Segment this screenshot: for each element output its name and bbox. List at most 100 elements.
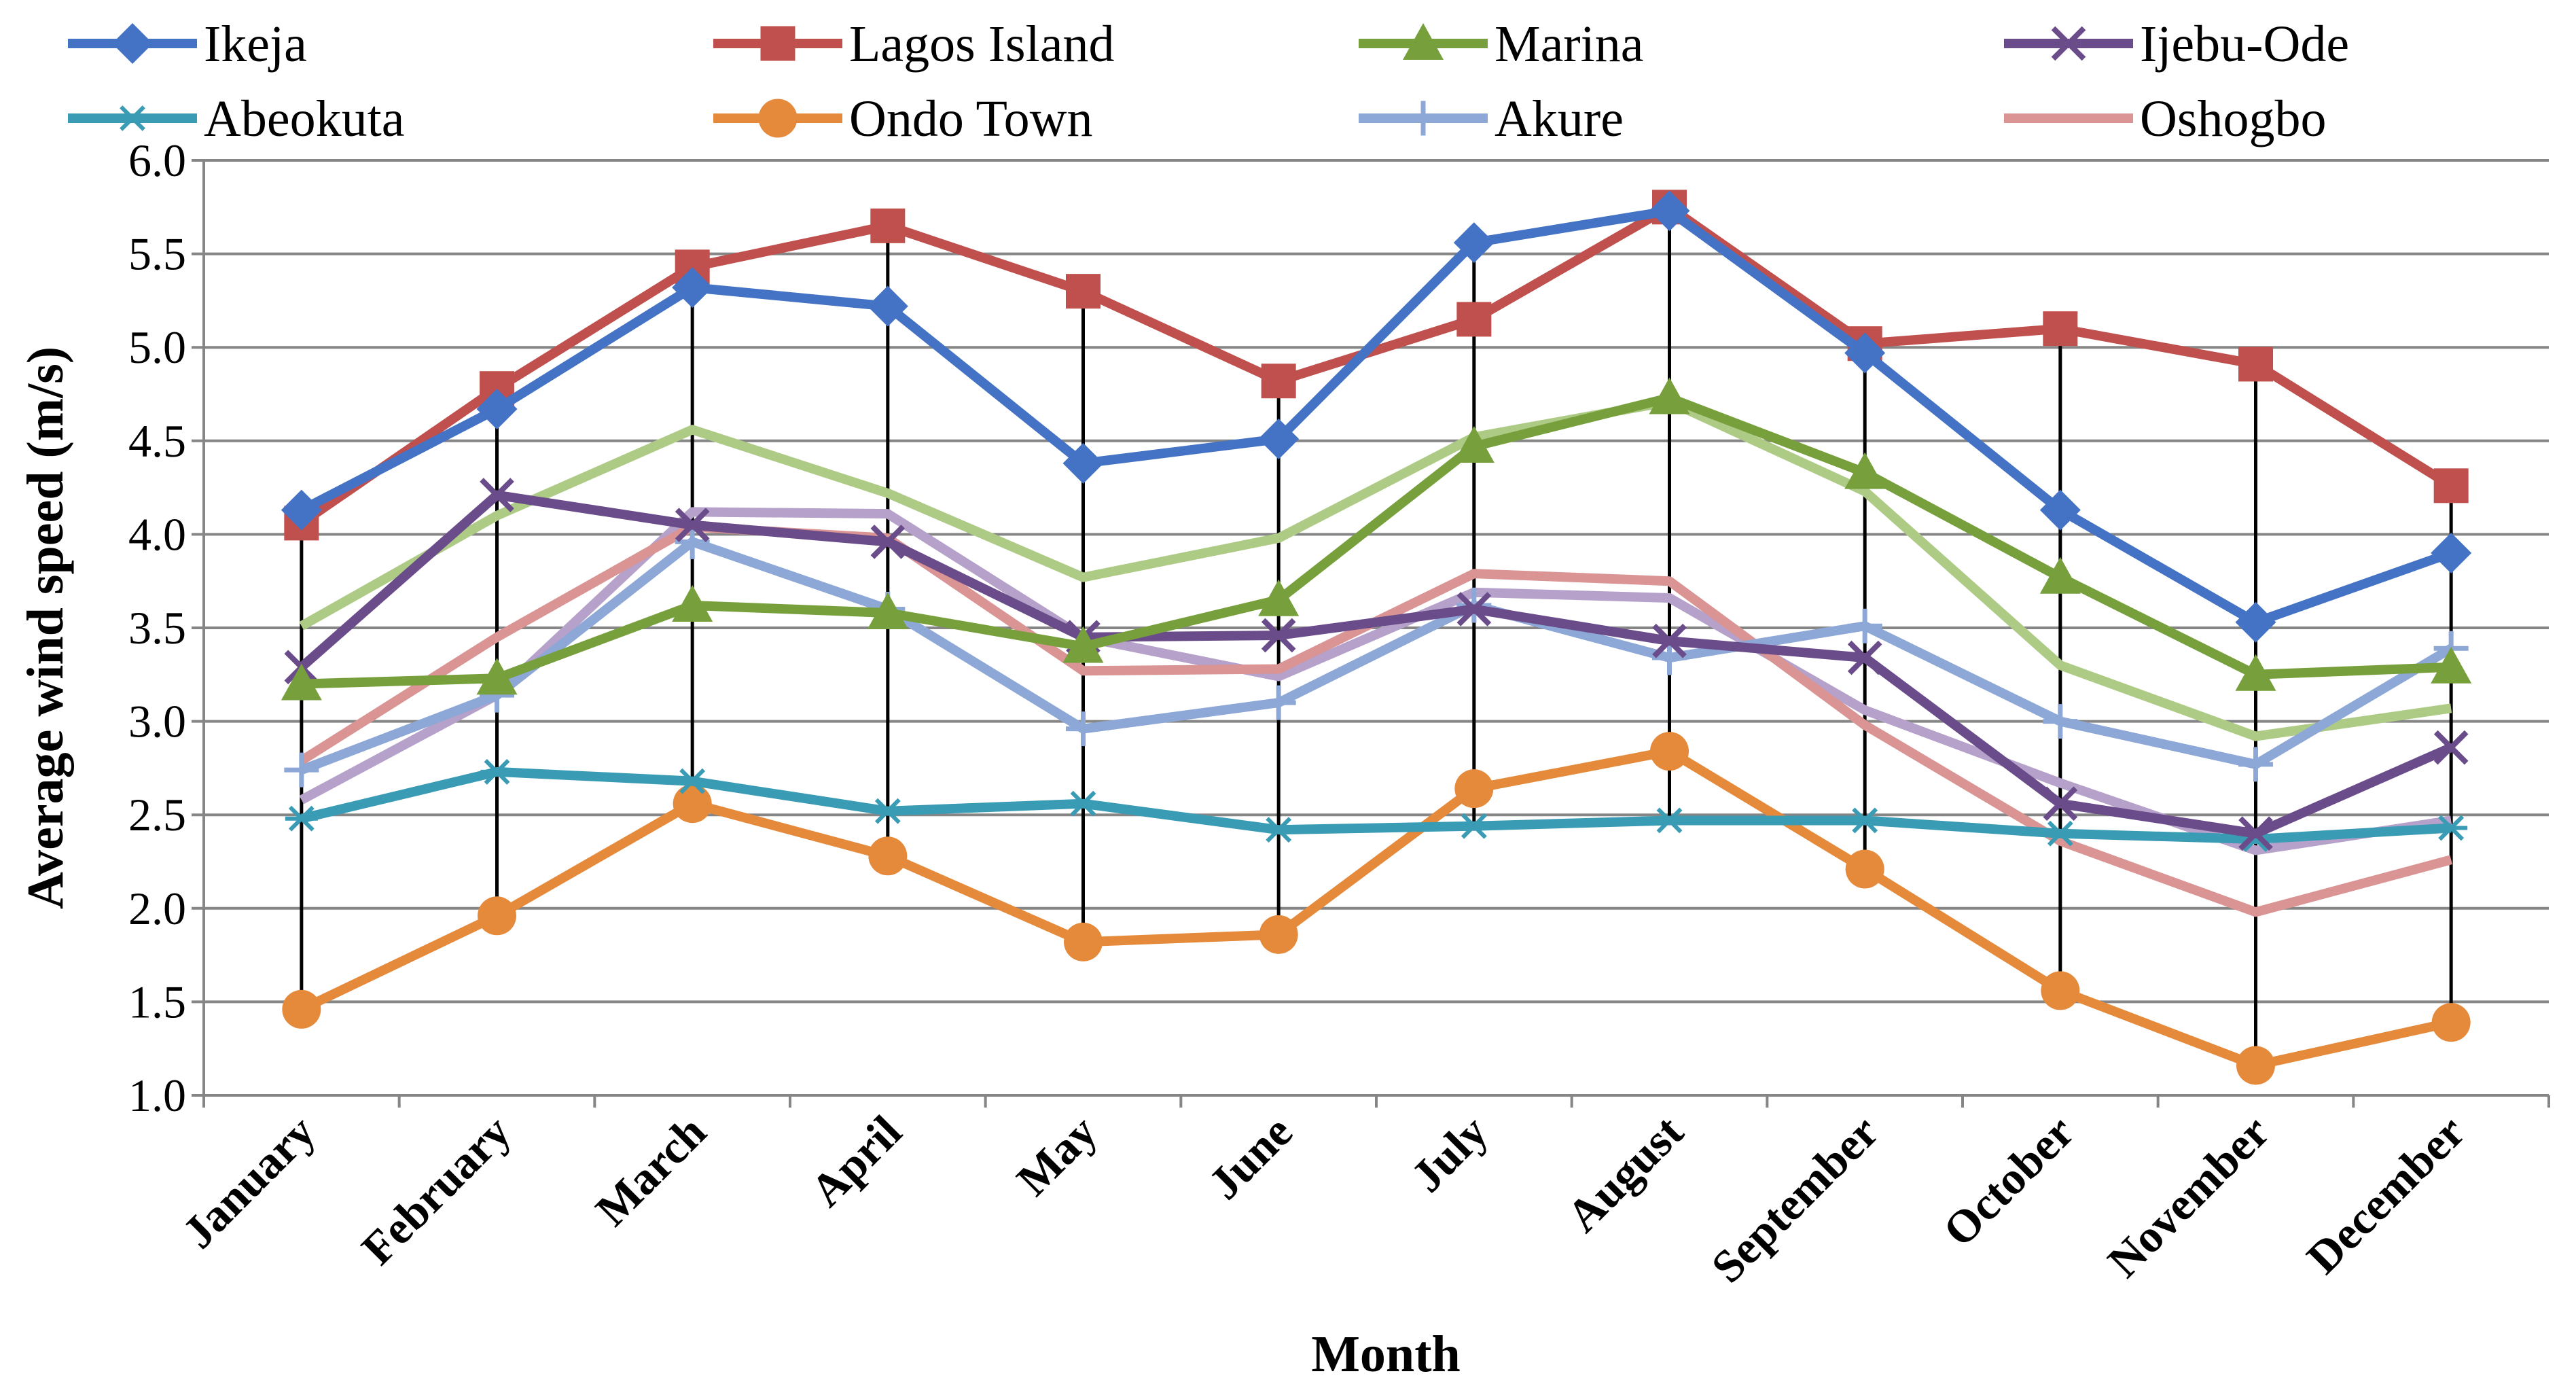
x-tick-labels: January February March April May June July Augu… (173, 1106, 2475, 1293)
data-point (1066, 274, 1101, 309)
data-point (2238, 816, 2273, 851)
data-point (1649, 190, 1690, 232)
data-point (1845, 849, 1884, 889)
data-point (281, 489, 322, 531)
series-group (281, 190, 2472, 643)
data-point (2039, 489, 2081, 531)
legend-item: Oshogbo (2004, 90, 2326, 147)
x-tick-label: August (1556, 1106, 1693, 1242)
data-point (673, 784, 712, 824)
data-point (2043, 820, 2077, 847)
data-point (476, 389, 518, 430)
series-group (299, 397, 2452, 741)
series-line (299, 522, 2452, 917)
series-lines (281, 190, 2472, 1085)
data-point (2235, 654, 2276, 691)
data-point (1454, 769, 1494, 809)
data-point (1650, 732, 1689, 771)
x-tick-label: February (351, 1106, 520, 1275)
data-point (758, 99, 798, 138)
legend-label: Oshogbo (2140, 90, 2326, 147)
series-group (281, 377, 2472, 701)
data-point (1064, 922, 1103, 961)
data-point (1062, 626, 1104, 663)
legend-label: Abeokuta (204, 90, 404, 147)
x-tick-label: November (2098, 1106, 2279, 1287)
data-point (2041, 971, 2080, 1010)
data-point (1847, 608, 1882, 643)
data-point (2431, 1003, 2471, 1042)
y-tick-label: 5.5 (128, 228, 186, 280)
data-point (760, 26, 795, 61)
y-tick-labels: 1.0 1.5 2.0 2.5 3.0 3.5 4.0 4.5 5.0 5.5 6.0 (128, 135, 186, 1121)
data-point (2235, 601, 2276, 643)
legend-label: Marina (1495, 16, 1643, 73)
series-line (298, 202, 2454, 527)
y-tick-label: 3.0 (128, 696, 186, 747)
series-group (284, 524, 2469, 788)
legend-item: Ondo Town (713, 90, 1093, 147)
data-point (1403, 23, 1444, 60)
data-point (2433, 730, 2469, 765)
data-point (870, 208, 906, 243)
data-point (116, 105, 149, 131)
y-tick-label: 2.0 (128, 883, 186, 934)
data-point (2039, 556, 2081, 594)
series-line (299, 206, 2453, 627)
x-tick-label: January (173, 1106, 325, 1258)
data-point (2238, 347, 2273, 382)
y-tick-label: 6.0 (128, 135, 186, 186)
data-point (675, 524, 710, 559)
x-tick-label: October (1933, 1106, 2083, 1256)
data-point (282, 989, 321, 1029)
x-tick-label: June (1198, 1106, 1302, 1209)
x-axis-title: Month (1311, 1326, 1461, 1378)
data-point (281, 663, 322, 701)
x-tick-label: May (1007, 1106, 1107, 1205)
series-group (282, 732, 2471, 1085)
data-point (1067, 790, 1100, 817)
data-point (2238, 747, 2273, 782)
data-point (1261, 364, 1296, 399)
series-line (300, 537, 2454, 775)
y-tick-label: 1.0 (128, 1070, 186, 1121)
y-tick-label: 1.5 (128, 976, 186, 1027)
data-point (478, 896, 516, 936)
data-point (1456, 302, 1492, 337)
y-tick-label: 3.5 (128, 602, 186, 654)
legend-label: Ondo Town (849, 90, 1093, 147)
data-point (285, 805, 318, 832)
series-line (301, 393, 2452, 689)
data-point (1259, 915, 1298, 954)
data-point (2431, 646, 2472, 684)
y-tick-label: 2.5 (128, 789, 186, 841)
data-point (1453, 426, 1495, 463)
x-tick-label: April (800, 1106, 911, 1216)
data-point (2043, 704, 2078, 739)
series-group (299, 522, 2452, 917)
data-point (2051, 26, 2086, 61)
data-point (1652, 640, 1687, 675)
legend: Ikeja Lagos Island Marina Ijebu-Ode Abeokuta… (68, 16, 2349, 147)
data-point (476, 658, 518, 695)
data-point (1844, 332, 1886, 374)
data-point (2431, 532, 2472, 573)
x-tick-label: December (2297, 1106, 2475, 1284)
legend-item: Lagos Island (713, 16, 1114, 73)
data-point (480, 478, 514, 512)
data-point (1062, 442, 1104, 484)
data-point (672, 267, 713, 308)
x-tick-label: September (1701, 1106, 1888, 1292)
data-point (868, 836, 908, 876)
data-point (1652, 623, 1687, 658)
data-point (2433, 468, 2469, 504)
legend-item: Ijebu-Ode (2004, 16, 2349, 73)
data-point (1258, 579, 1300, 616)
series-line (298, 490, 2453, 838)
data-point (2043, 786, 2078, 822)
y-axis-title: Average wind speed (m/s) (17, 347, 74, 909)
data-point (870, 525, 906, 559)
data-point (867, 285, 908, 327)
data-point (1653, 807, 1686, 834)
series-line (300, 766, 2452, 844)
